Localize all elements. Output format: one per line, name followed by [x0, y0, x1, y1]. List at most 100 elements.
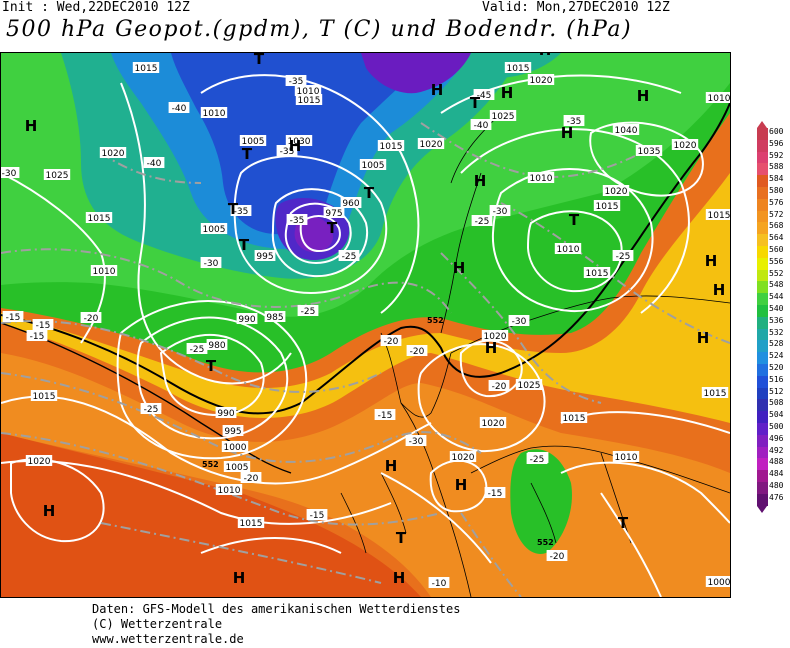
scale-entry: 548	[757, 280, 790, 294]
svg-text:-35: -35	[289, 77, 304, 87]
svg-text:-15: -15	[488, 489, 503, 499]
isotherm-label: -20	[80, 312, 102, 324]
isotherm-label: -30	[489, 205, 511, 217]
scale-swatch	[757, 151, 768, 164]
scale-entry: 524	[757, 351, 790, 364]
scale-entry: 500	[757, 422, 790, 435]
isotherm-label: -45	[473, 89, 495, 101]
scale-value: 584	[769, 174, 784, 184]
isotherm-label: -20	[380, 335, 402, 347]
scale-swatch	[757, 293, 768, 305]
scale-value: 504	[769, 410, 784, 420]
low-pressure-center: T	[618, 514, 629, 532]
high-pressure-center: H	[501, 84, 514, 102]
high-pressure-center: H	[431, 81, 444, 99]
scale-entry: 588	[757, 162, 790, 176]
svg-text:1025: 1025	[518, 381, 541, 391]
low-pressure-center: T	[569, 211, 580, 229]
isobar-label: 1020	[417, 138, 445, 150]
high-pressure-center: H	[233, 569, 246, 587]
isotherm-label: -30	[1, 167, 20, 179]
svg-text:-25: -25	[530, 455, 545, 465]
isobar-label: 1005	[200, 223, 228, 235]
scale-value: 556	[769, 256, 784, 266]
isobar-label: 980	[206, 339, 228, 351]
scale-entry: 576	[757, 198, 790, 211]
scale-entry: 572	[757, 210, 790, 223]
scale-entry: 512	[757, 387, 790, 400]
scale-entry: 596	[757, 139, 790, 152]
scale-entry: 584	[757, 174, 790, 187]
color-scale-legend: 600 596 592 588 584 580 576 572 568 564 560 556 552 5…	[757, 121, 790, 514]
isobar-label: 1020	[99, 147, 127, 159]
isotherm-label: -35	[286, 214, 308, 226]
weather-map[interactable]: 1015 1010 -35 1010 1015 1030 1005 1020 -30 1025 10…	[0, 52, 731, 598]
high-pressure-center: H	[705, 252, 718, 270]
scale-value: 568	[769, 221, 784, 231]
isobar-label: 985	[264, 311, 286, 323]
svg-text:1020: 1020	[605, 187, 628, 197]
svg-text:1015: 1015	[586, 269, 609, 279]
scale-swatch	[757, 387, 768, 400]
svg-text:-20: -20	[410, 347, 425, 357]
isotherm-label: -20	[240, 472, 262, 484]
high-pressure-center: H	[713, 281, 726, 299]
scale-swatch	[757, 128, 768, 140]
scale-swatch	[757, 482, 768, 494]
svg-text:1040: 1040	[615, 126, 638, 136]
isobar-label: 1020	[479, 417, 507, 429]
svg-text:1010: 1010	[708, 94, 730, 104]
scale-entry: 520	[757, 363, 790, 376]
svg-text:1005: 1005	[242, 137, 265, 147]
scale-value: 540	[769, 304, 784, 313]
valid-time: Valid: Mon,27DEC2010 12Z	[482, 0, 670, 15]
isobar-label: 1010	[215, 484, 243, 496]
svg-text:1015: 1015	[563, 414, 586, 424]
scale-value: 496	[769, 433, 784, 443]
svg-text:980: 980	[208, 341, 225, 351]
svg-text:-35: -35	[290, 216, 305, 226]
svg-text:1015: 1015	[240, 519, 263, 529]
scale-entry: 516	[757, 375, 790, 388]
scale-value: 560	[769, 245, 784, 254]
svg-text:-20: -20	[84, 314, 99, 324]
credits-line-copyright: (C) Wetterzentrale	[92, 617, 223, 631]
scale-entry: 492	[757, 446, 790, 459]
scale-entry: 496	[757, 433, 790, 447]
isotherm-label: -20	[406, 345, 428, 357]
low-pressure-center: T	[364, 184, 375, 202]
svg-text:1015: 1015	[135, 64, 158, 74]
isobar-label: 1005	[239, 135, 267, 147]
credits: Daten: GFS-Modell des amerikanischen Wet…	[92, 602, 460, 647]
scale-value: 500	[769, 422, 784, 431]
high-pressure-center: H	[385, 457, 398, 475]
svg-text:-40: -40	[474, 121, 489, 131]
scale-arrow-bottom	[757, 505, 767, 513]
isobar-label: 1000	[705, 576, 730, 588]
svg-text:-25: -25	[190, 345, 205, 355]
svg-text:-30: -30	[204, 259, 219, 269]
isobar-label: 1015	[705, 209, 730, 221]
scale-swatch	[757, 187, 768, 199]
init-time: Init : Wed,22DEC2010 12Z	[2, 0, 190, 15]
svg-text:1015: 1015	[88, 214, 111, 224]
scale-value: 552	[769, 268, 784, 278]
isobar-label: 1040	[612, 124, 640, 136]
svg-text:995: 995	[256, 252, 273, 262]
svg-text:1020: 1020	[420, 140, 443, 150]
scale-swatch	[757, 364, 768, 376]
isobar-label: 1010	[554, 243, 582, 255]
isotherm-label: -25	[186, 343, 208, 355]
isotherm-label: -15	[26, 330, 48, 342]
isotherm-label: -40	[143, 157, 165, 169]
svg-text:-15: -15	[6, 313, 21, 323]
svg-text:1030: 1030	[288, 137, 311, 147]
low-pressure-center: T	[239, 236, 250, 254]
scale-value: 600	[769, 127, 784, 136]
high-pressure-center: H	[289, 137, 302, 155]
scale-entry: 580	[757, 186, 790, 199]
isobar-label: 1015	[85, 212, 113, 224]
isobar-label: 990	[236, 313, 258, 325]
isobar-label: 1015	[295, 94, 323, 106]
isotherm-label: -15	[374, 409, 396, 421]
